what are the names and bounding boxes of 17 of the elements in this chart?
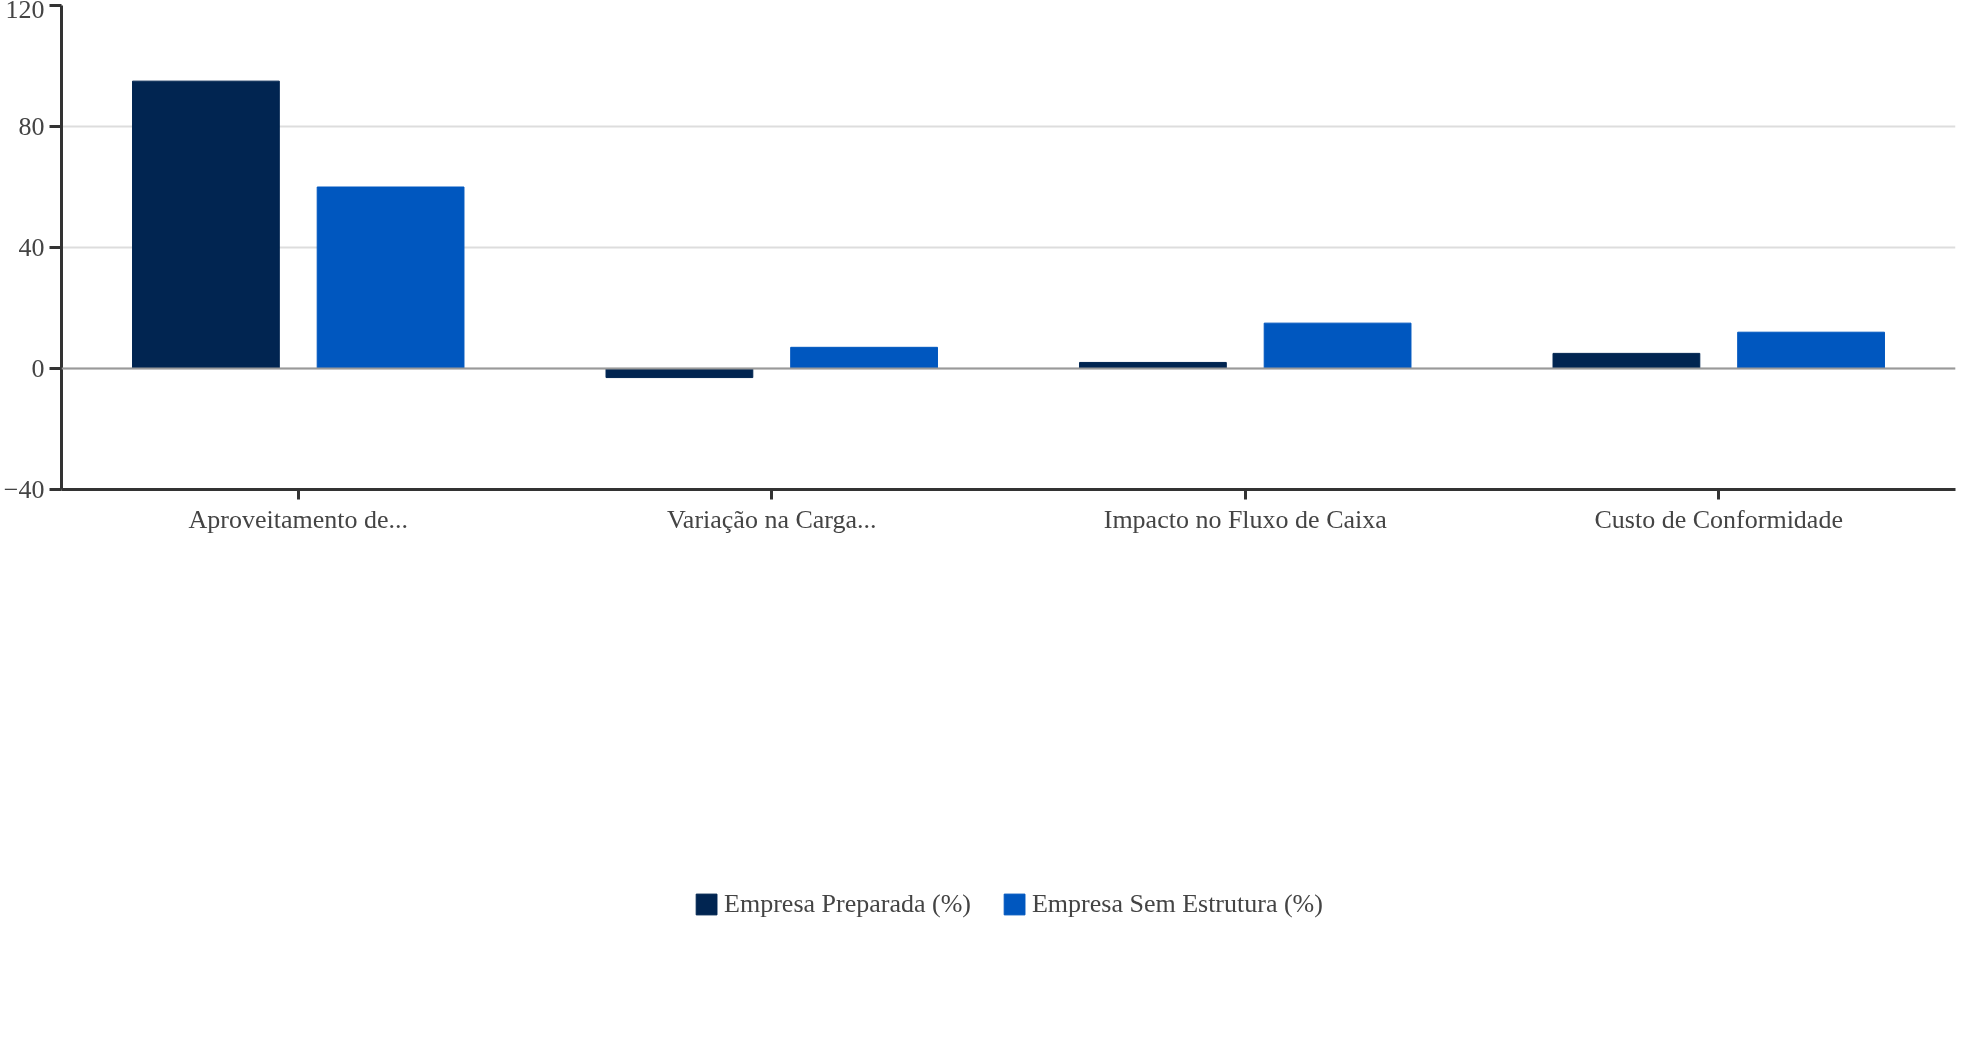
y-tick-label: 80 (18, 112, 45, 141)
y-tick-label: 0 (31, 354, 45, 383)
bar (316, 186, 465, 369)
x-tick-label: Impacto no Fluxo de Caixa (1103, 504, 1388, 534)
bar (790, 346, 938, 369)
bar (1263, 322, 1412, 369)
x-tick-label: Variação na Carga... (666, 504, 877, 534)
bar (1737, 331, 1885, 369)
y-tick-label: −40 (3, 475, 45, 504)
legend-label: Empresa Preparada (%) (724, 888, 971, 919)
x-tick-label: Custo de Conformidade (1594, 504, 1843, 534)
y-tick-label: 40 (18, 233, 45, 262)
legend-label: Empresa Sem Estrutura (%) (1031, 888, 1323, 919)
bar (1552, 352, 1701, 369)
x-tick-label: Aproveitamento de... (188, 504, 409, 534)
y-tick-label: 120 (5, 0, 45, 24)
bar (132, 80, 280, 369)
